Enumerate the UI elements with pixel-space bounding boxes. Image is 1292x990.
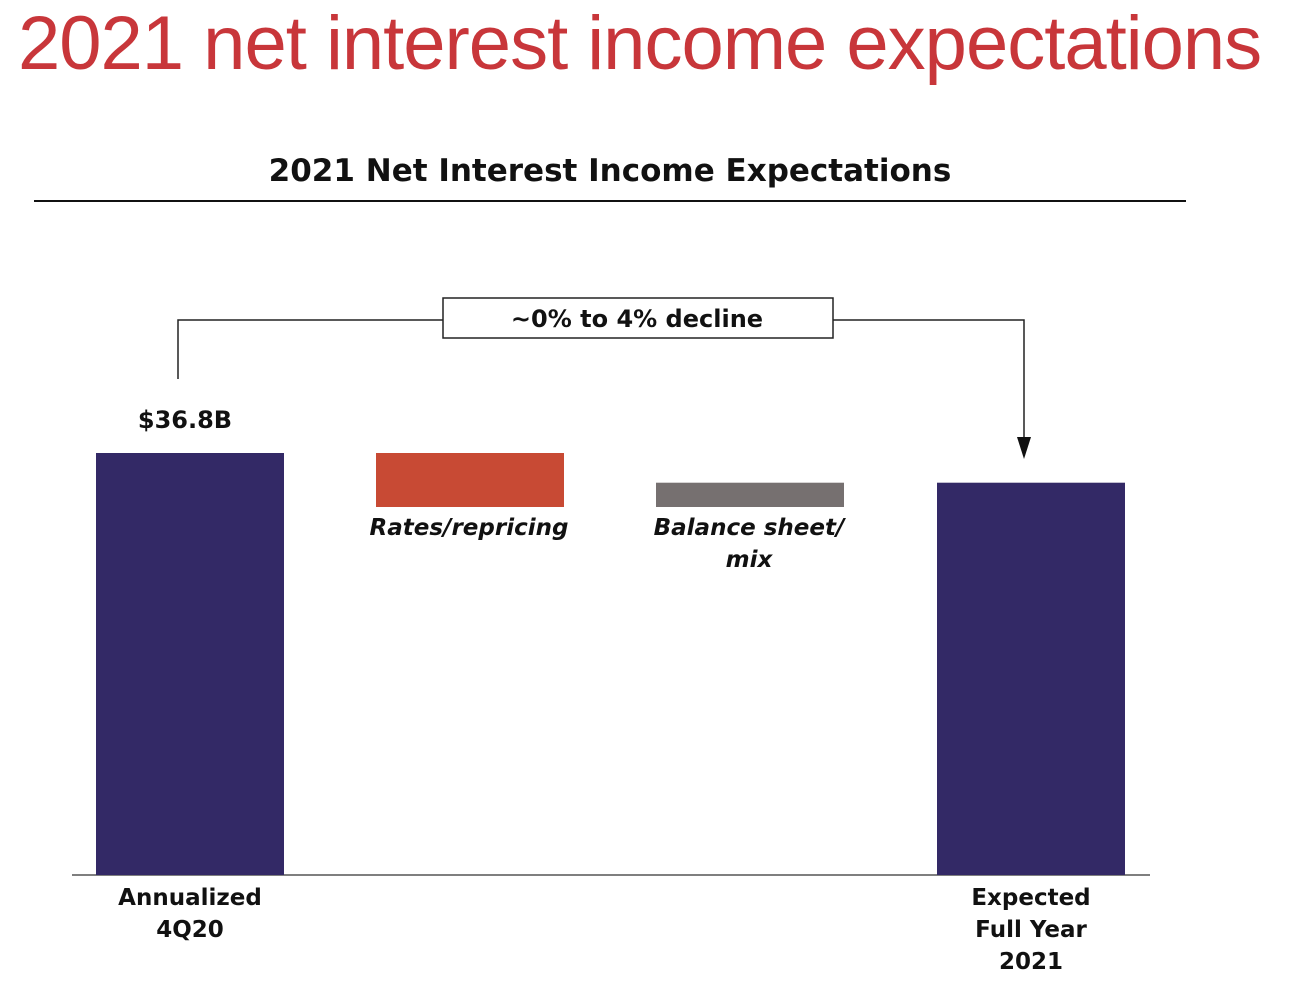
category-label: Annualized <box>118 885 262 911</box>
category-label: mix <box>726 547 774 573</box>
labels-layer: $36.8B Annualized 4Q20 Rates/repricing Balan… <box>118 406 1090 975</box>
bar-balance-sheet-mix <box>656 482 844 507</box>
bracket-right-line <box>833 319 1025 440</box>
category-label: Full Year <box>975 917 1087 943</box>
category-label: 4Q20 <box>156 917 224 943</box>
page-title: 2021 net interest income expectations <box>18 1 1262 86</box>
bar-rates-repricing <box>376 453 564 507</box>
category-label: Expected <box>971 885 1090 911</box>
bar-expected-full-year-2021 <box>937 482 1125 875</box>
bars-layer <box>96 453 1125 875</box>
annotation-box <box>442 297 834 339</box>
data-label: $36.8B <box>138 406 232 434</box>
bar-annualized-4q20 <box>96 453 284 875</box>
category-label: Rates/repricing <box>370 515 569 541</box>
category-label: Balance sheet/ <box>654 515 846 541</box>
bracket-left-line <box>177 319 443 379</box>
category-label: 2021 <box>999 949 1063 975</box>
annotation-label: ~0% to 4% decline <box>511 305 763 333</box>
chart-title: 2021 Net Interest Income Expectations <box>269 153 952 189</box>
arrow-head-icon <box>1017 437 1031 459</box>
